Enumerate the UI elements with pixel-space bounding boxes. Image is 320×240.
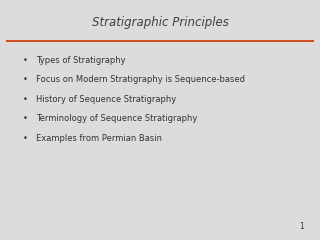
Text: •: • xyxy=(22,95,27,104)
Text: History of Sequence Stratigraphy: History of Sequence Stratigraphy xyxy=(36,95,176,104)
Text: Stratigraphic Principles: Stratigraphic Principles xyxy=(92,16,228,29)
Text: •: • xyxy=(22,114,27,123)
Text: •: • xyxy=(22,56,27,65)
Text: 1: 1 xyxy=(300,222,304,231)
Text: Focus on Modern Stratigraphy is Sequence-based: Focus on Modern Stratigraphy is Sequence… xyxy=(36,75,244,84)
Text: •: • xyxy=(22,134,27,143)
Text: Examples from Permian Basin: Examples from Permian Basin xyxy=(36,134,162,143)
Text: Terminology of Sequence Stratigraphy: Terminology of Sequence Stratigraphy xyxy=(36,114,197,123)
Text: Types of Stratigraphy: Types of Stratigraphy xyxy=(36,56,125,65)
Text: •: • xyxy=(22,75,27,84)
